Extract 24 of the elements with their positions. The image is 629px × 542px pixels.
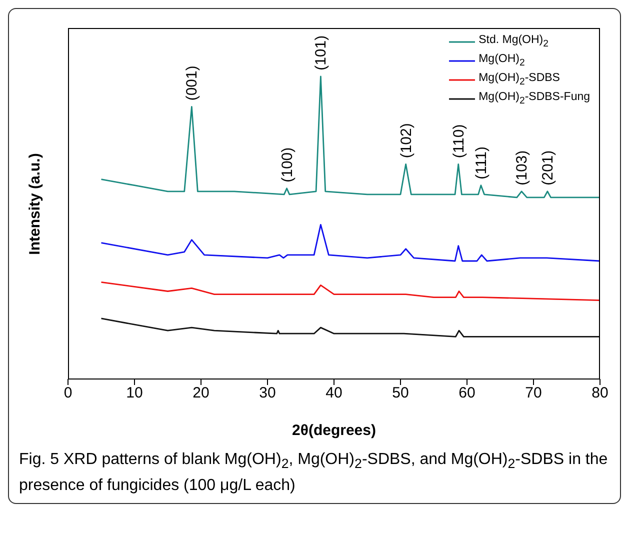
annotation: (001)	[184, 66, 201, 101]
legend-label: Mg(OH)$_{2}$-SDBS	[478, 72, 560, 88]
x-tick-label: 40	[326, 384, 342, 402]
x-tick-label: 50	[392, 384, 409, 402]
legend-label: Mg(OH)$_{2}$-SDBS-Fung	[478, 90, 590, 106]
annotation: (103)	[514, 150, 531, 186]
x-tick-label: 30	[259, 384, 276, 402]
annotation: (111)	[472, 146, 490, 180]
legend-label: Std. Mg(OH)$_{2}$	[478, 34, 548, 50]
x-axis-title: 2θ(degrees)	[292, 422, 376, 439]
y-axis-title: Intensity (a.u.)	[26, 152, 44, 254]
annotation: (101)	[312, 35, 330, 70]
annotation: (110)	[450, 124, 468, 158]
x-tick-label: 0	[64, 384, 72, 402]
x-tick-label: 70	[525, 384, 542, 402]
figure-panel: (001) (100) (101) (102) (110) (111) (103) (201) 0 10 20 30 40 50 60 70 80 2θ(degrees) Std. Mg(OH)$_{2}$ Mg(OH)$_{2}$ Mg(OH)$_{2}$-SDBS Mg(OH)$_{2}$-SDBS-Fung Intensity (a.u.) Fig. 5 XRD patterns of blank Mg(OH)$_{2}$, Mg(OH)$_{2}$-SDBS, and Mg(OH)$_{2}$-SDBS in the presence of fungicides (100 μg/L each)	[8, 8, 621, 504]
x-tick-label: 20	[192, 384, 210, 402]
annotation: (100)	[278, 147, 296, 182]
x-tick-label: 60	[458, 384, 476, 402]
x-tick-label: 10	[126, 384, 143, 402]
x-tick-label: 80	[592, 384, 608, 402]
legend-label: Mg(OH)$_{2}$	[478, 52, 525, 68]
annotation: (201)	[539, 150, 556, 186]
annotation: (102)	[398, 123, 415, 158]
